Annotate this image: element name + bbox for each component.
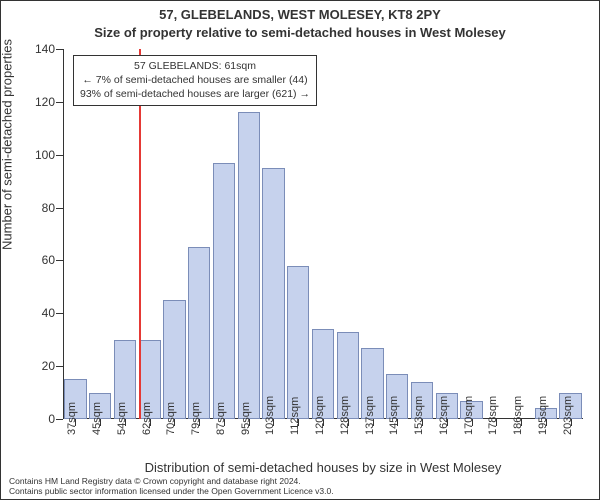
y-tick-label: 100 [15, 148, 55, 162]
y-tick-label: 80 [15, 201, 55, 215]
y-tick-label: 40 [15, 306, 55, 320]
footer-line-2: Contains public sector information licen… [9, 487, 334, 497]
chart-title-sub: Size of property relative to semi-detach… [1, 25, 599, 40]
y-axis-title-text: Number of semi-detached properties [0, 39, 15, 250]
y-tick-label: 20 [15, 359, 55, 373]
histogram-bar [188, 247, 210, 419]
y-tick-label: 0 [15, 412, 55, 426]
histogram-bar [213, 163, 235, 419]
y-tick-label: 120 [15, 95, 55, 109]
x-axis-title: Distribution of semi-detached houses by … [63, 460, 583, 475]
y-tick [56, 313, 63, 314]
histogram-bar [238, 112, 260, 419]
annotation-box: 57 GLEBELANDS: 61sqm← 7% of semi-detache… [73, 55, 317, 106]
plot-area: 02040608010012014037sqm45sqm54sqm62sqm70… [63, 49, 583, 419]
y-tick [56, 102, 63, 103]
y-tick [56, 419, 63, 420]
y-axis-title: Number of semi-detached properties [0, 39, 15, 250]
y-tick-label: 60 [15, 253, 55, 267]
footer-attribution: Contains HM Land Registry data © Crown c… [9, 477, 334, 497]
y-tick [56, 366, 63, 367]
chart-frame: 57, GLEBELANDS, WEST MOLESEY, KT8 2PY Si… [0, 0, 600, 500]
chart-title-main: 57, GLEBELANDS, WEST MOLESEY, KT8 2PY [1, 7, 599, 22]
annotation-line-1: 57 GLEBELANDS: 61sqm [80, 59, 310, 73]
annotation-line-2: ← 7% of semi-detached houses are smaller… [80, 73, 310, 87]
histogram-bar [287, 266, 309, 419]
y-tick-label: 140 [15, 42, 55, 56]
y-tick [56, 49, 63, 50]
y-tick [56, 208, 63, 209]
y-tick [56, 260, 63, 261]
annotation-line-3: 93% of semi-detached houses are larger (… [80, 87, 310, 101]
histogram-bar [262, 168, 284, 419]
y-tick [56, 155, 63, 156]
